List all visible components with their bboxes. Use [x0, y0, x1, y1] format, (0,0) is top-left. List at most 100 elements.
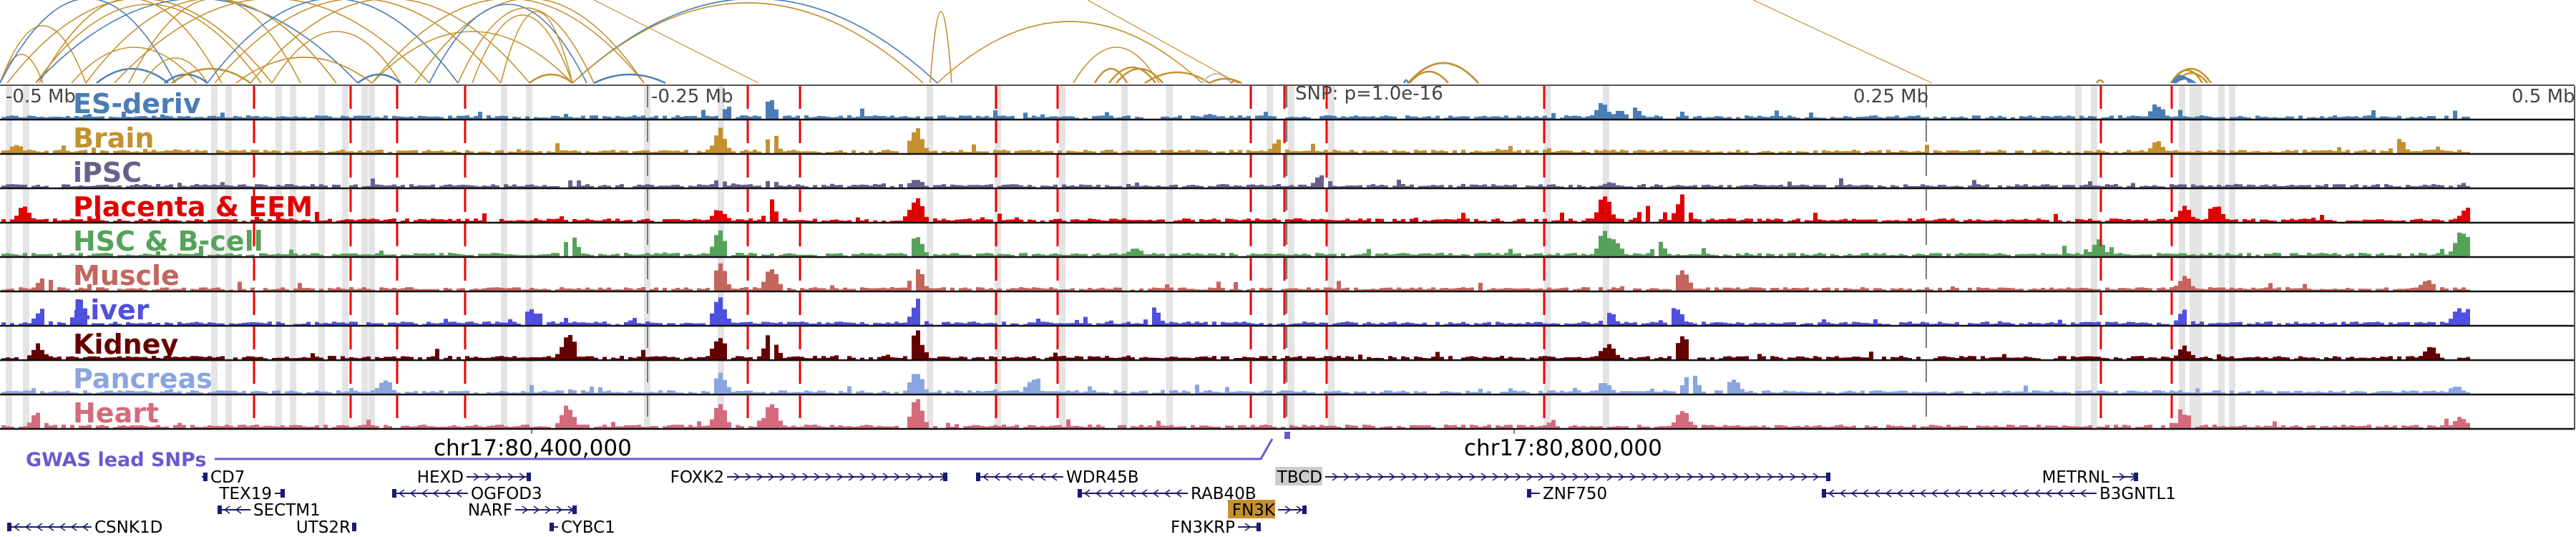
- gene-sectm1[interactable]: SECTM1: [218, 501, 321, 520]
- gwas-connector: [215, 438, 1274, 460]
- gene-hexd[interactable]: HEXD: [417, 468, 531, 487]
- gene-cybc1[interactable]: CYBC1: [550, 518, 615, 537]
- axis-tick-3: 0.5 Mb: [2512, 86, 2575, 107]
- gene-label: FOXK2: [670, 468, 724, 487]
- strand-reverse-icon: [398, 489, 462, 498]
- gene-label: METRNL: [2042, 468, 2110, 487]
- exon-block: [218, 505, 222, 514]
- exon-block: [7, 523, 11, 531]
- track-label: iPSC: [73, 157, 142, 188]
- loop-arc: [2171, 74, 2191, 84]
- gene-b3gntl1[interactable]: B3GNTL1: [1822, 485, 2176, 503]
- track-signal: [1, 263, 2470, 291]
- loop-arc: [2095, 79, 2105, 84]
- loop-arc: [207, 0, 459, 84]
- strand-forward-icon: [1244, 523, 1252, 531]
- strand-reverse-icon: [982, 473, 1058, 481]
- axis-tick-2: 0.25 Mb: [1853, 86, 1928, 107]
- loop-arc: [457, 7, 595, 84]
- track-label: Muscle: [73, 260, 180, 291]
- loop-arc: [1752, 0, 1933, 84]
- exon-block: [1078, 489, 1082, 498]
- loop-arc: [429, 4, 587, 84]
- gene-tbcd[interactable]: TBCD: [1275, 467, 1830, 487]
- loop-arc: [1407, 62, 1479, 84]
- gene-fn3krp[interactable]: FN3KRP: [1171, 518, 1261, 537]
- loop-arc: [71, 47, 197, 84]
- loop-arc: [235, 57, 373, 84]
- loop-arc: [2175, 77, 2196, 84]
- loop-arc: [35, 0, 358, 84]
- gene-cd7[interactable]: CD7: [202, 468, 245, 487]
- chromatin-loop-arcs: [0, 0, 2212, 84]
- track-signal: [1, 127, 2470, 153]
- gene-fn3k[interactable]: FN3K: [1228, 500, 1307, 520]
- gene-label: CYBC1: [561, 518, 615, 537]
- loop-arc: [1409, 70, 1449, 84]
- gene-label: OGFOD3: [471, 485, 542, 503]
- loop-arc: [39, 0, 223, 84]
- loop-arc: [85, 0, 337, 84]
- gene-label: NARF: [468, 501, 512, 520]
- track-signal: [1, 330, 2470, 359]
- track-ipsc: [0, 175, 2575, 190]
- loop-arc: [114, 0, 430, 84]
- track-kidney: [0, 330, 2575, 362]
- loop-arc: [593, 73, 666, 84]
- loop-arc: [0, 54, 44, 84]
- gene-ogfod3[interactable]: OGFOD3: [392, 485, 542, 503]
- loop-arc: [1073, 47, 1160, 84]
- track-muscle: [0, 263, 2575, 293]
- track-label: Heart: [73, 397, 159, 429]
- exon-block: [1257, 523, 1261, 531]
- axis-tick-1: -0.25 Mb: [651, 86, 733, 107]
- gene-tex19[interactable]: TEX19: [218, 485, 285, 503]
- gene-highlight: [1275, 467, 1322, 485]
- track-es-deriv: [0, 100, 2575, 121]
- gene-metrnl[interactable]: METRNL: [2042, 468, 2138, 487]
- gwas-label: GWAS lead SNPs: [26, 449, 206, 471]
- exon-block: [352, 523, 356, 531]
- loop-arc: [2173, 76, 2193, 84]
- gene-foxk2[interactable]: FOXK2: [670, 468, 947, 487]
- loop-arc: [1201, 72, 1231, 84]
- track-placenta-eem: [0, 194, 2575, 224]
- coordinate-labels: chr17:80,400,000 chr17:80,800,000: [434, 430, 1662, 461]
- lead-snp-marker[interactable]: [1284, 432, 1290, 439]
- loop-arc: [1093, 67, 1128, 84]
- gene-label: CSNK1D: [94, 518, 162, 537]
- exon-block: [392, 489, 396, 498]
- loop-arc: [96, 67, 169, 84]
- exon-block: [976, 473, 980, 481]
- gene-csnk1d[interactable]: CSNK1D: [7, 518, 162, 537]
- gene-znf750[interactable]: ZNF750: [1527, 485, 1607, 503]
- exon-block: [203, 473, 208, 481]
- loop-arc: [930, 11, 952, 84]
- track-heart: [0, 399, 2575, 430]
- gene-wdr45b[interactable]: WDR45B: [976, 468, 1138, 487]
- strand-forward-icon: [733, 473, 947, 481]
- loop-arc: [1209, 77, 1242, 84]
- strand-reverse-icon: [1828, 489, 2087, 498]
- gene-label: B3GNTL1: [2099, 485, 2176, 503]
- loop-arc: [2170, 67, 2212, 84]
- strand-forward-icon: [473, 473, 526, 481]
- loop-arc: [142, 57, 208, 84]
- gene-narf[interactable]: NARF: [468, 501, 577, 520]
- loop-arc: [35, 4, 262, 84]
- loop-arc: [171, 67, 251, 84]
- loop-arc: [500, 11, 573, 84]
- loop-arc: [214, 0, 502, 84]
- track-liver: [0, 297, 2575, 327]
- exon-block: [1302, 505, 1307, 514]
- gene-uts2r[interactable]: UTS2R: [296, 518, 356, 537]
- axis-tick-0: -0.5 Mb: [6, 86, 76, 107]
- strand-forward-icon: [2119, 473, 2137, 481]
- loop-arc: [593, 0, 759, 84]
- scale-axis: -0.5 Mb -0.25 Mb 0.25 Mb 0.5 Mb SNP: p=1…: [6, 83, 2575, 107]
- coord-label-1: chr17:80,800,000: [1464, 435, 1662, 461]
- track-hsc-b-cell: [0, 230, 2575, 258]
- loop-arc: [6, 0, 273, 84]
